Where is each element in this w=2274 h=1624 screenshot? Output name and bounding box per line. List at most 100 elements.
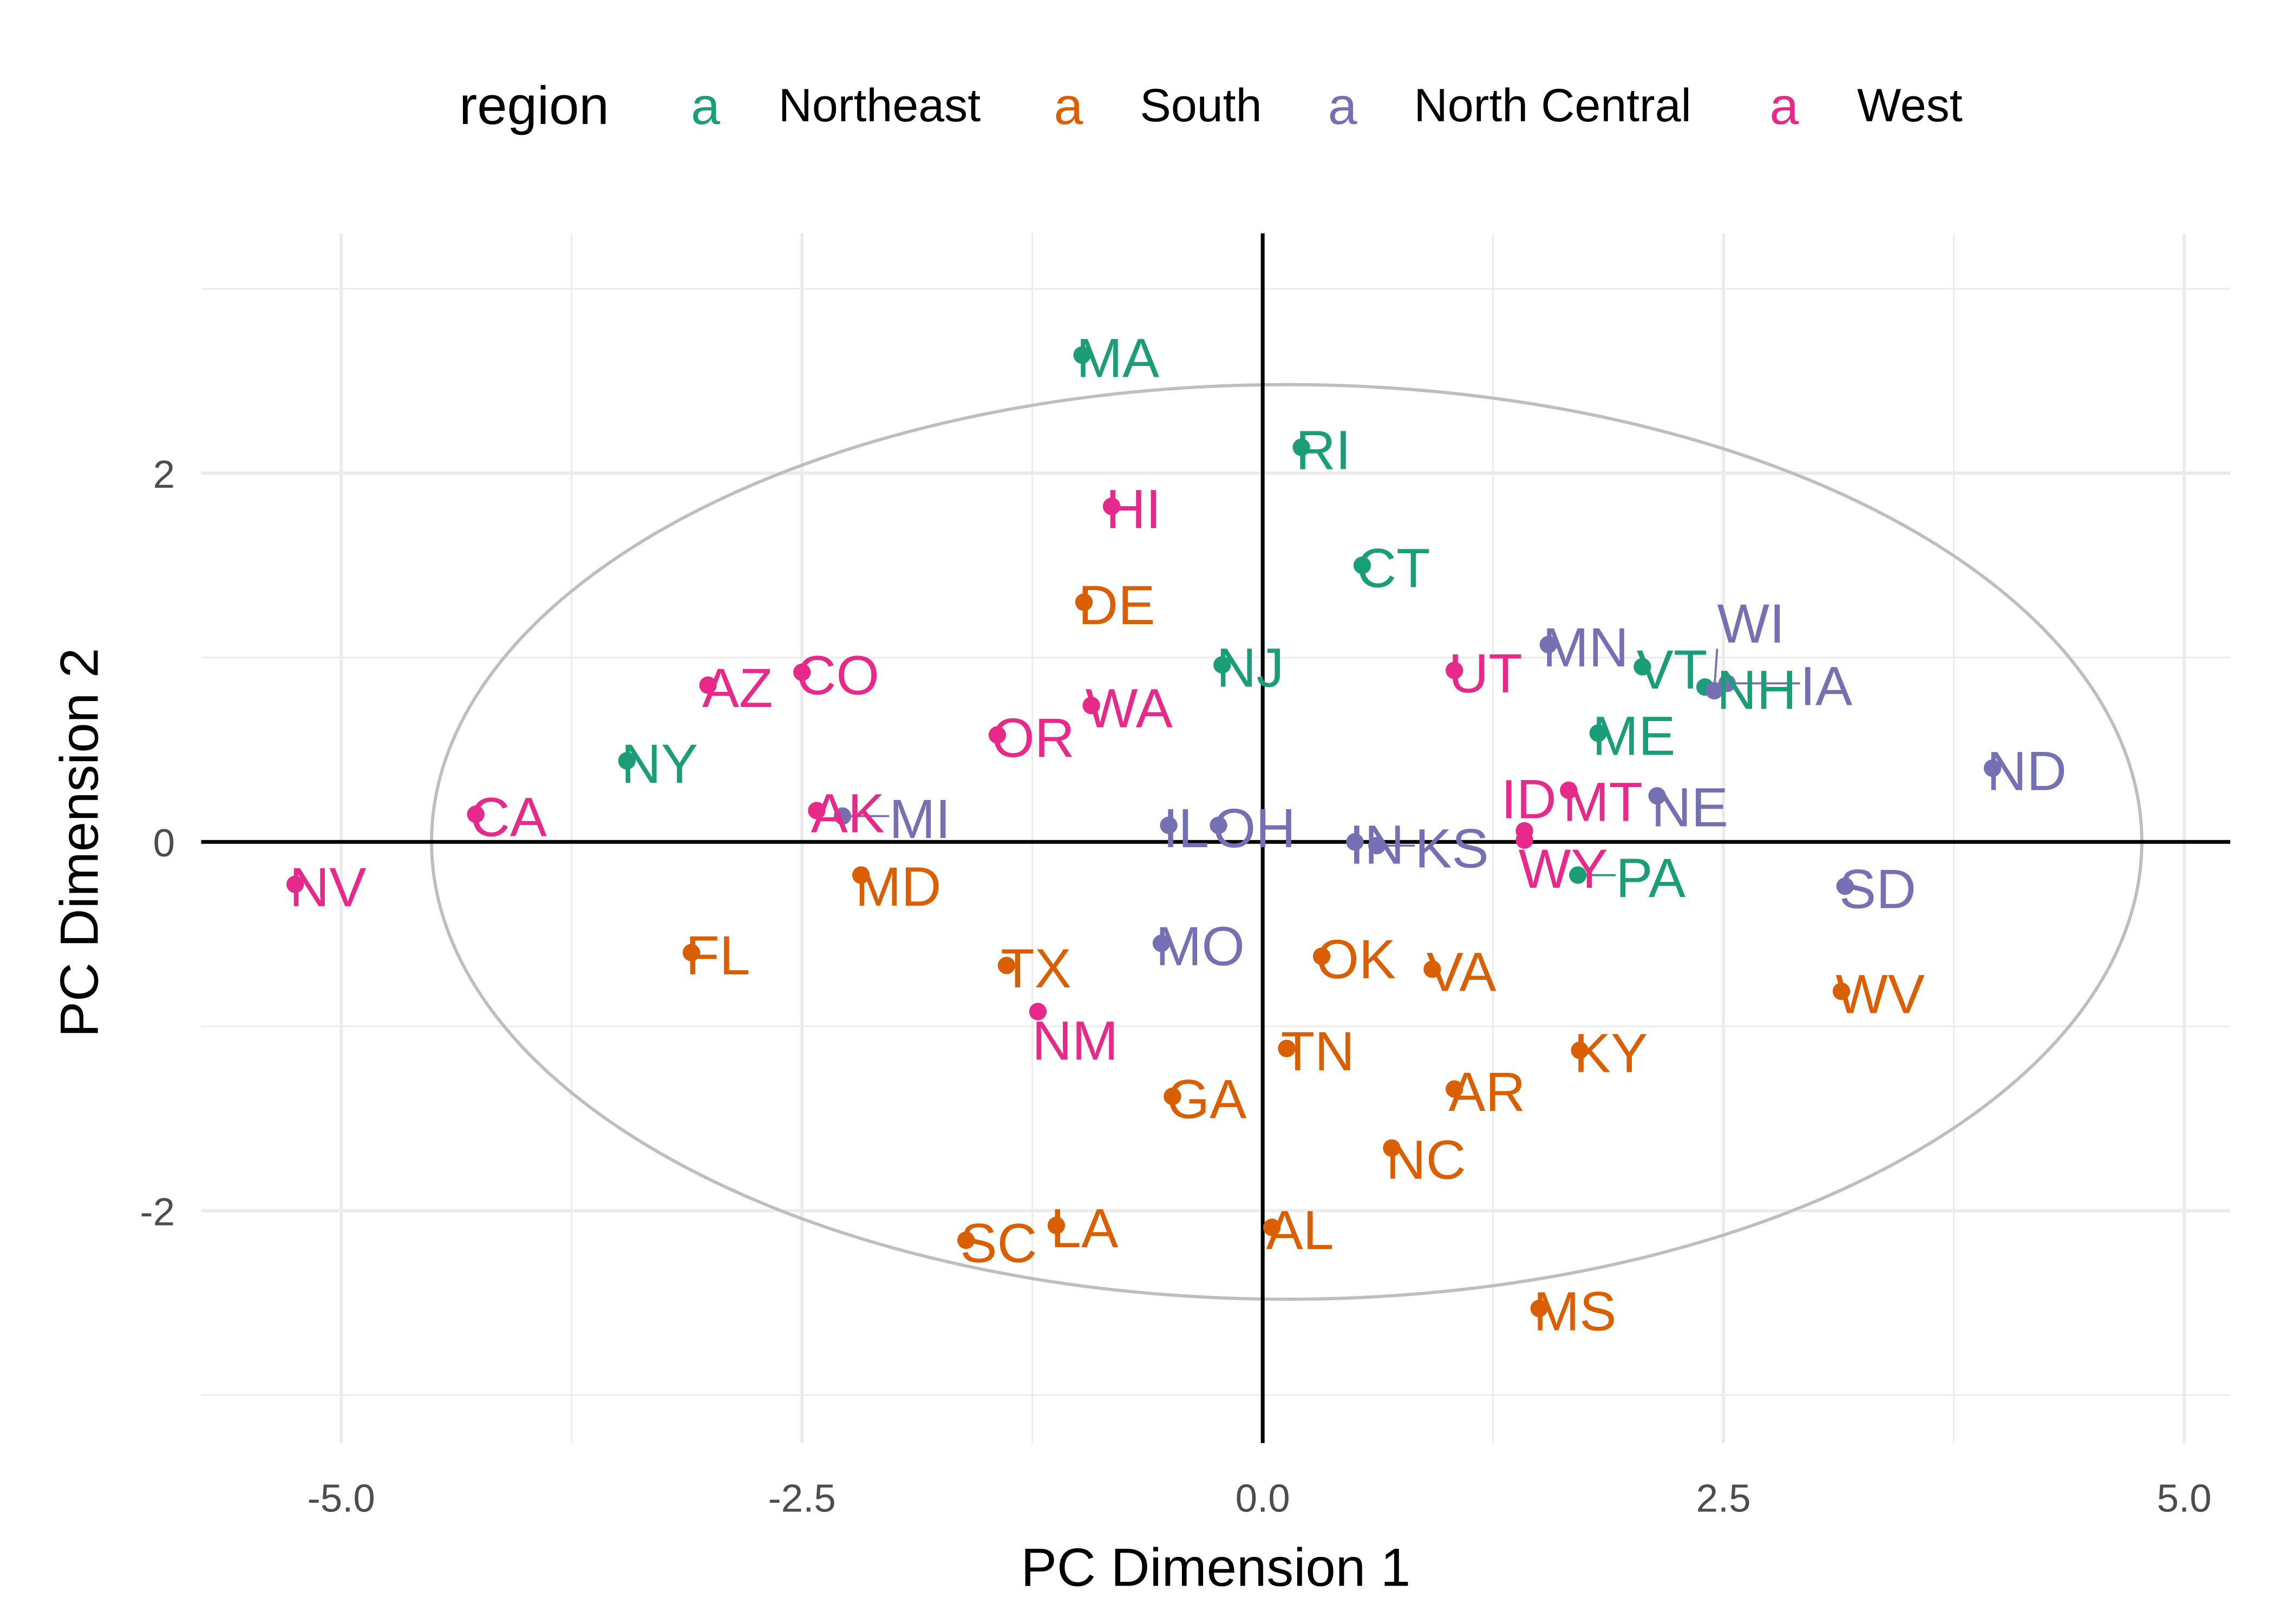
data-point-nc: [1383, 1139, 1401, 1157]
data-point-or: [988, 726, 1007, 744]
point-label-oh: OH: [1213, 797, 1296, 859]
point-label-sc: SC: [960, 1212, 1037, 1274]
point-label-nc: NC: [1386, 1128, 1466, 1190]
data-point-ct: [1353, 556, 1371, 574]
point-label-la: LA: [1050, 1197, 1119, 1259]
point-label-ga: GA: [1167, 1068, 1247, 1130]
legend-label-northeast: Northeast: [779, 80, 981, 132]
point-label-wa: WA: [1086, 677, 1173, 739]
data-point-wi: [1705, 682, 1723, 700]
point-label-nj: NJ: [1217, 637, 1284, 699]
data-point-nv: [286, 875, 304, 893]
x-axis-ticks: -5.0 -2.5 0.0 2.5 5.0: [308, 1476, 2212, 1520]
data-point-ri: [1292, 438, 1310, 456]
point-label-ky: KY: [1574, 1022, 1648, 1084]
data-point-ny: [618, 752, 636, 770]
data-point-co: [793, 663, 811, 682]
legend-label-south: South: [1140, 80, 1262, 132]
point-label-tx: TX: [1001, 937, 1071, 999]
data-point-ca: [467, 806, 485, 823]
point-label-mt: MT: [1563, 770, 1643, 833]
data-point-il: [1160, 816, 1178, 834]
point-label-ok: OK: [1316, 928, 1396, 990]
point-label-id: ID: [1501, 768, 1556, 830]
data-point-nj: [1213, 656, 1231, 674]
data-point-de: [1075, 593, 1093, 611]
data-point-az: [699, 676, 717, 694]
data-point-hi: [1102, 497, 1121, 515]
data-point-ut: [1446, 662, 1463, 679]
y-axis-title: PC Dimension 2: [49, 648, 109, 1038]
data-point-mt: [1560, 781, 1578, 800]
point-label-nh: NH: [1717, 659, 1797, 721]
data-point-me: [1589, 724, 1607, 742]
data-point-vt: [1633, 658, 1651, 676]
data-point-ga: [1164, 1088, 1181, 1105]
data-point-ks: [1368, 836, 1386, 855]
data-point-ak: [808, 802, 826, 820]
legend-label-north-central: North Central: [1414, 80, 1691, 132]
points-layer: [286, 346, 2002, 1318]
point-label-md: MD: [855, 855, 941, 918]
point-label-pa: PA: [1616, 847, 1686, 909]
point-label-mi: MI: [889, 788, 951, 850]
data-point-ia: [1718, 675, 1736, 692]
y-axis-ticks: -2 0 2: [140, 453, 175, 1234]
y-tick-label: 2: [153, 453, 175, 496]
point-label-va: VA: [1427, 941, 1497, 1003]
data-point-al: [1263, 1219, 1281, 1236]
data-point-wa: [1082, 697, 1100, 715]
data-point-id: [1515, 831, 1533, 849]
point-label-wv: WV: [1835, 963, 1925, 1025]
legend-label-west: West: [1857, 80, 1963, 132]
point-label-mo: MO: [1155, 915, 1245, 977]
data-point-in: [1346, 833, 1364, 851]
point-label-ct: CT: [1356, 537, 1430, 599]
point-label-in: IN: [1349, 814, 1404, 876]
point-label-mn: MN: [1543, 616, 1629, 678]
point-label-ca: CA: [470, 786, 547, 848]
point-label-wy: WY: [1519, 837, 1608, 900]
point-label-nv: NV: [289, 856, 366, 918]
x-tick-label: -2.5: [768, 1476, 836, 1520]
data-point-pa: [1569, 866, 1587, 884]
x-axis-title: PC Dimension 1: [1021, 1538, 1411, 1598]
point-label-ia: IA: [1800, 655, 1853, 717]
point-label-fl: FL: [685, 924, 750, 986]
legend-key-northeast: a: [691, 76, 720, 135]
data-point-ne: [1648, 787, 1666, 805]
data-point-va: [1423, 960, 1441, 978]
point-label-or: OR: [991, 706, 1074, 769]
reference-lines: [201, 233, 2231, 1443]
data-point-ar: [1446, 1080, 1463, 1098]
point-label-az: AZ: [702, 657, 773, 719]
point-label-il: IL: [1163, 797, 1209, 859]
data-point-nm: [1029, 1003, 1047, 1020]
point-label-wi: WI: [1717, 592, 1785, 654]
point-label-ks: KS: [1415, 817, 1488, 879]
x-tick-label: 2.5: [1696, 1476, 1751, 1520]
data-point-sd: [1836, 877, 1854, 895]
x-tick-label: 0.0: [1236, 1476, 1290, 1520]
data-point-nd: [1983, 759, 2002, 777]
point-label-ny: NY: [621, 732, 698, 795]
point-label-nm: NM: [1032, 1010, 1118, 1072]
data-point-mn: [1539, 636, 1557, 653]
point-label-de: DE: [1078, 574, 1155, 636]
point-label-ut: UT: [1448, 642, 1522, 704]
point-label-al: AL: [1266, 1199, 1334, 1261]
point-label-sd: SD: [1839, 857, 1916, 920]
data-point-wv: [1832, 983, 1851, 1000]
point-label-ms: MS: [1533, 1280, 1616, 1342]
data-point-ms: [1530, 1299, 1548, 1318]
x-tick-label: -5.0: [308, 1476, 375, 1520]
y-tick-label: 0: [153, 821, 175, 865]
point-label-co: CO: [796, 644, 879, 706]
point-label-vt: VT: [1637, 638, 1708, 700]
data-point-fl: [682, 944, 701, 961]
legend-key-south: a: [1054, 76, 1083, 135]
point-label-nd: ND: [1987, 739, 2067, 802]
x-tick-label: 5.0: [2157, 1476, 2212, 1520]
